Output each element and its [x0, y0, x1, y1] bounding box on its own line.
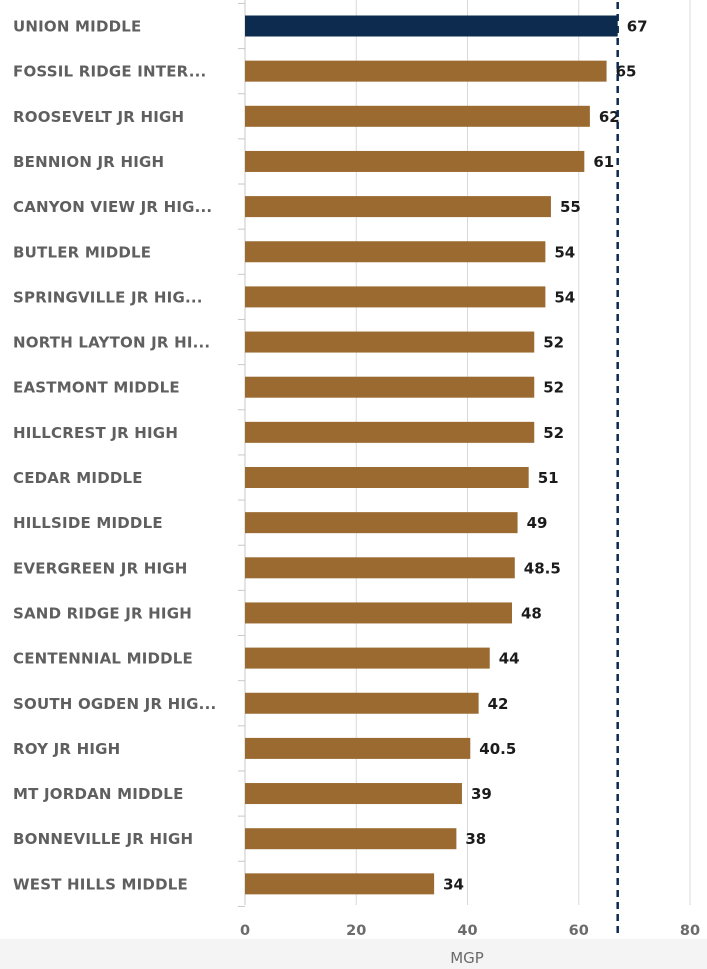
- value-label: 67: [627, 18, 648, 36]
- value-label: 39: [471, 785, 492, 803]
- category-label: FOSSIL RIDGE INTER...: [13, 63, 206, 81]
- category-label: SPRINGVILLE JR HIG...: [13, 288, 203, 306]
- category-label: EVERGREEN JR HIGH: [13, 559, 188, 577]
- grid-lines: [238, 0, 691, 907]
- category-label: SOUTH OGDEN JR HIG...: [13, 695, 216, 713]
- bar: [245, 241, 546, 263]
- category-label: HILLSIDE MIDDLE: [13, 514, 163, 532]
- bar: [245, 421, 535, 443]
- bar: [245, 467, 529, 488]
- value-label: 40.5: [479, 740, 516, 758]
- category-label: MT JORDAN MIDDLE: [13, 785, 184, 803]
- bar: [245, 15, 618, 37]
- value-label: 52: [543, 424, 564, 442]
- value-label: 48: [521, 604, 542, 622]
- bar: [245, 873, 435, 895]
- category-label: WEST HILLS MIDDLE: [13, 875, 188, 893]
- bars: [245, 15, 618, 895]
- value-label: 34: [443, 875, 464, 893]
- value-label: 44: [499, 650, 520, 668]
- value-label: 52: [543, 334, 564, 352]
- bar: [245, 150, 585, 172]
- value-label: 54: [554, 288, 575, 306]
- bar: [245, 512, 518, 534]
- value-label: 61: [593, 153, 614, 171]
- bar: [245, 196, 551, 218]
- bar: [245, 647, 490, 669]
- bar: [245, 331, 535, 353]
- value-label: 52: [543, 379, 564, 397]
- category-label: SAND RIDGE JR HIGH: [13, 604, 192, 622]
- value-label: 55: [560, 198, 581, 216]
- bar: [245, 60, 607, 82]
- bar: [245, 828, 457, 850]
- bar: [245, 783, 462, 805]
- category-labels: UNION MIDDLE FOSSIL RIDGE INTER... ROOSEVE…: [13, 18, 216, 894]
- value-label: 42: [488, 695, 509, 713]
- category-label: EASTMONT MIDDLE: [13, 379, 180, 397]
- category-label: BONNEVILLE JR HIGH: [13, 830, 193, 848]
- axis-footer: [0, 939, 707, 969]
- category-label: NORTH LAYTON JR HI...: [13, 334, 210, 352]
- chart-plot: UNION MIDDLE FOSSIL RIDGE INTER... ROOSEVE…: [13, 0, 691, 935]
- category-label: HILLCREST JR HIGH: [13, 424, 178, 442]
- bar: [245, 737, 471, 759]
- value-label: 54: [554, 243, 575, 261]
- value-label: 48.5: [524, 559, 561, 577]
- bar: [245, 376, 535, 398]
- category-label: BUTLER MIDDLE: [13, 243, 151, 261]
- bar: [245, 602, 512, 624]
- category-label: CANYON VIEW JR HIG...: [13, 198, 212, 216]
- bar: [245, 105, 590, 127]
- value-label: 65: [616, 63, 637, 81]
- bar: [245, 557, 515, 579]
- category-label: UNION MIDDLE: [13, 18, 141, 36]
- category-label: ROY JR HIGH: [13, 740, 120, 758]
- category-label: BENNION JR HIGH: [13, 153, 164, 171]
- bar: [245, 692, 479, 714]
- value-label: 38: [465, 830, 486, 848]
- value-label: 49: [527, 514, 548, 532]
- value-labels: 67 65 62 61 55 54 54 52 52 52 51 49 48.5 48 44 42 40.5 39…: [443, 18, 647, 894]
- category-label: CEDAR MIDDLE: [13, 469, 143, 487]
- value-label: 51: [538, 469, 559, 487]
- value-label: 62: [599, 108, 620, 126]
- category-label: ROOSEVELT JR HIGH: [13, 108, 184, 126]
- category-label: CENTENNIAL MIDDLE: [13, 650, 193, 668]
- bar: [245, 286, 546, 308]
